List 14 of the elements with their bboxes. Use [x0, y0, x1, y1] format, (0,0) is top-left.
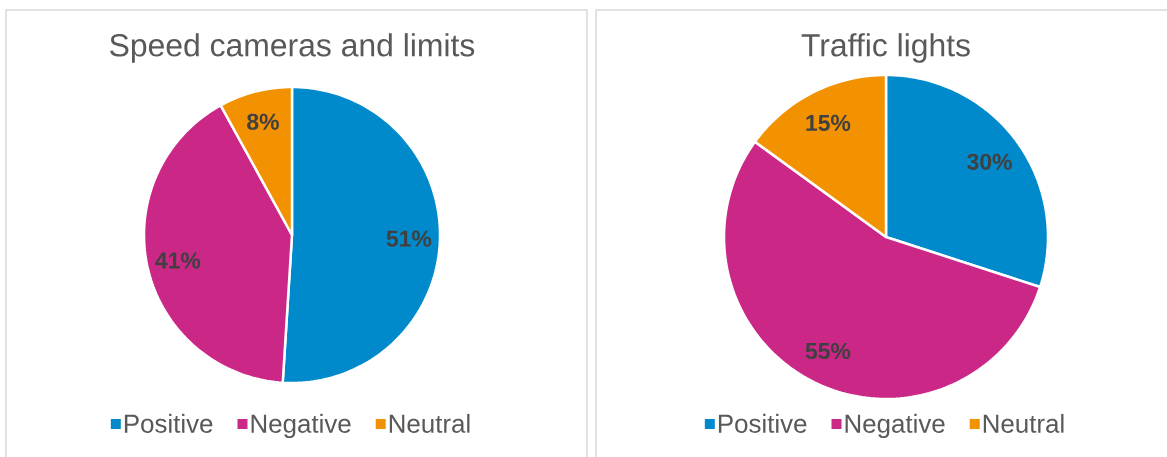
- data-label: 8%: [247, 113, 279, 130]
- data-label: 41%: [155, 252, 201, 269]
- data-label: 30%: [967, 153, 1012, 170]
- legend-label: Negative: [251, 413, 351, 439]
- legend-label: Positive: [124, 413, 213, 433]
- legend-label: Positive: [718, 413, 807, 433]
- data-label: 51%: [386, 230, 432, 247]
- legend-label: Neutral: [389, 413, 470, 433]
- legend-label: Neutral: [983, 413, 1064, 433]
- data-label: 55%: [805, 342, 851, 360]
- legend-label: Negative: [845, 413, 945, 439]
- data-label: 15%: [806, 114, 851, 132]
- chart-title: Speed cameras and limits: [110, 33, 475, 63]
- chart-title: Traffic lights: [801, 33, 970, 63]
